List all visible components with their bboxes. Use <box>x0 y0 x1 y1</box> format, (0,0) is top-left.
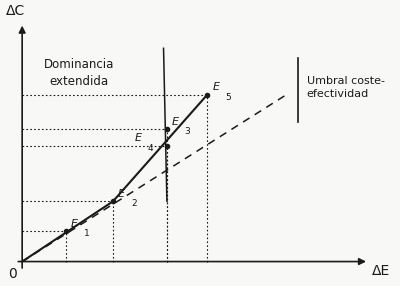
Text: E: E <box>118 189 125 199</box>
Text: ΔE: ΔE <box>372 264 390 278</box>
Text: E: E <box>172 117 179 127</box>
Text: 4: 4 <box>148 144 153 153</box>
Text: 3: 3 <box>185 127 190 136</box>
Text: E: E <box>212 82 219 92</box>
Text: 0: 0 <box>8 267 16 281</box>
Text: 2: 2 <box>131 199 136 208</box>
Text: Umbral coste-
efectividad: Umbral coste- efectividad <box>307 76 385 99</box>
Text: 5: 5 <box>225 93 231 102</box>
Text: Dominancia
extendida: Dominancia extendida <box>44 57 114 88</box>
Text: 1: 1 <box>84 229 90 238</box>
Text: ΔC: ΔC <box>6 4 25 18</box>
Text: E: E <box>71 219 78 229</box>
Text: E: E <box>135 133 142 143</box>
